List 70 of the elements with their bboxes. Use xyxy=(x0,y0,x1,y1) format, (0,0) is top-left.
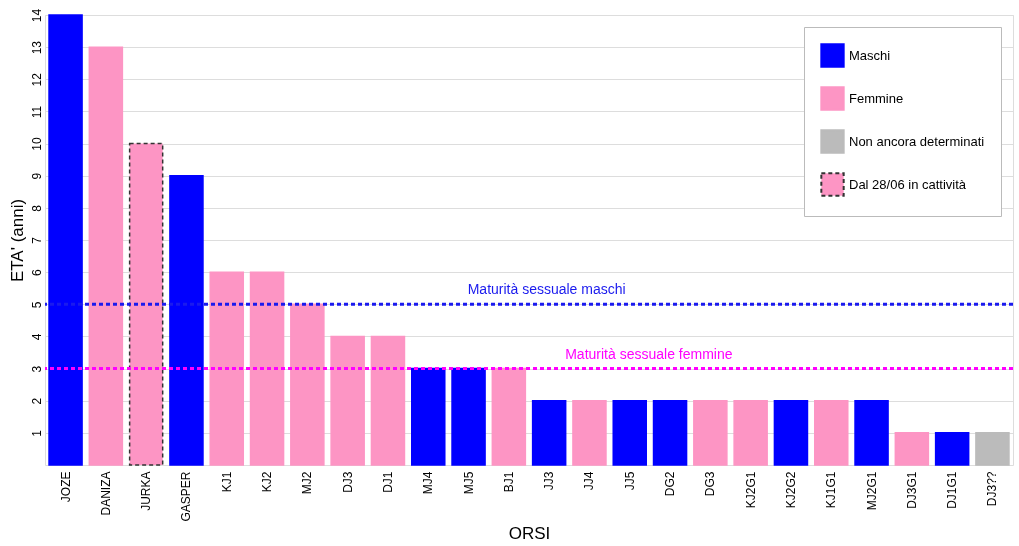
bar xyxy=(572,399,607,466)
bar xyxy=(491,367,527,466)
bar xyxy=(88,46,124,466)
bar xyxy=(531,399,567,466)
x-tick-label: KJ1G1 xyxy=(824,471,839,509)
y-tick-label: 12 xyxy=(29,72,44,87)
x-tick-label: BJ1 xyxy=(501,471,516,493)
y-tick-label: 7 xyxy=(29,236,44,244)
y-tick-label: 6 xyxy=(29,268,44,276)
y-tick-label: 10 xyxy=(29,137,44,151)
x-tick-label: KJ2 xyxy=(260,471,275,493)
x-tick-label: MJ2 xyxy=(300,471,315,495)
bar xyxy=(370,335,406,466)
y-tick-label: 8 xyxy=(29,204,44,212)
x-tick-label: JJ3 xyxy=(542,471,557,491)
x-tick-label: KJ2G1 xyxy=(743,471,758,509)
y-axis-title: ETA' (anni) xyxy=(7,198,27,283)
bar xyxy=(854,399,889,466)
bar xyxy=(290,303,325,466)
x-tick-label: KJ1 xyxy=(219,471,234,493)
bar xyxy=(612,399,648,466)
x-tick-label: KJ2G2 xyxy=(783,471,798,509)
bar xyxy=(975,432,1010,466)
y-tick-label: 5 xyxy=(29,301,44,309)
bar xyxy=(410,367,446,466)
ref-line-label: Maturità sessuale femmine xyxy=(565,345,733,362)
x-tick-label: JOZE xyxy=(58,471,73,503)
bar xyxy=(934,432,970,466)
bar xyxy=(330,335,365,466)
bar xyxy=(169,174,204,466)
legend-label: Maschi xyxy=(849,47,891,63)
bar xyxy=(773,399,809,466)
y-tick-label: 11 xyxy=(29,105,44,119)
x-tick-label: DJ1 xyxy=(380,471,395,493)
bar xyxy=(733,399,768,466)
x-tick-label: DJ1G1 xyxy=(945,471,960,509)
ref-line-label: Maturità sessuale maschi xyxy=(467,281,626,298)
y-tick-label: 3 xyxy=(29,365,44,373)
bar xyxy=(813,399,849,466)
x-tick-label: DJ3G1 xyxy=(904,471,919,509)
legend-label: Dal 28/06 in cattività xyxy=(849,176,967,192)
bar xyxy=(128,142,164,466)
bar xyxy=(249,271,285,466)
bar xyxy=(48,14,83,466)
x-tick-label: GASPER xyxy=(179,471,194,522)
x-tick-label: JURKA xyxy=(139,471,154,511)
x-tick-label: JJ5 xyxy=(622,471,637,491)
bar xyxy=(451,367,486,466)
y-tick-label: 13 xyxy=(29,40,44,55)
y-tick-label: 4 xyxy=(29,333,44,341)
x-tick-label: DG3 xyxy=(703,471,718,497)
y-tick-label: 14 xyxy=(29,8,44,23)
x-tick-label: MJ5 xyxy=(461,471,476,495)
x-tick-label: MJ4 xyxy=(421,471,436,495)
x-tick-label: DJ3 xyxy=(340,471,355,493)
x-tick-label: MJ2G1 xyxy=(864,471,879,511)
y-tick-label: 9 xyxy=(29,172,44,180)
legend-label: Femmine xyxy=(849,90,904,106)
legend-label: Non ancora determinati xyxy=(849,133,985,149)
y-tick-label: 1 xyxy=(29,429,44,437)
x-tick-label: JJ4 xyxy=(582,471,597,491)
bar xyxy=(209,271,245,466)
x-tick-label: DANIZA xyxy=(98,471,113,516)
y-tick-label: 2 xyxy=(29,397,44,405)
x-tick-label: DG2 xyxy=(663,471,678,497)
bar xyxy=(652,399,688,466)
bar xyxy=(693,399,728,466)
bar xyxy=(894,432,930,466)
x-tick-label: DJ3?? xyxy=(985,471,1000,507)
x-axis-title: ORSI xyxy=(508,523,551,543)
